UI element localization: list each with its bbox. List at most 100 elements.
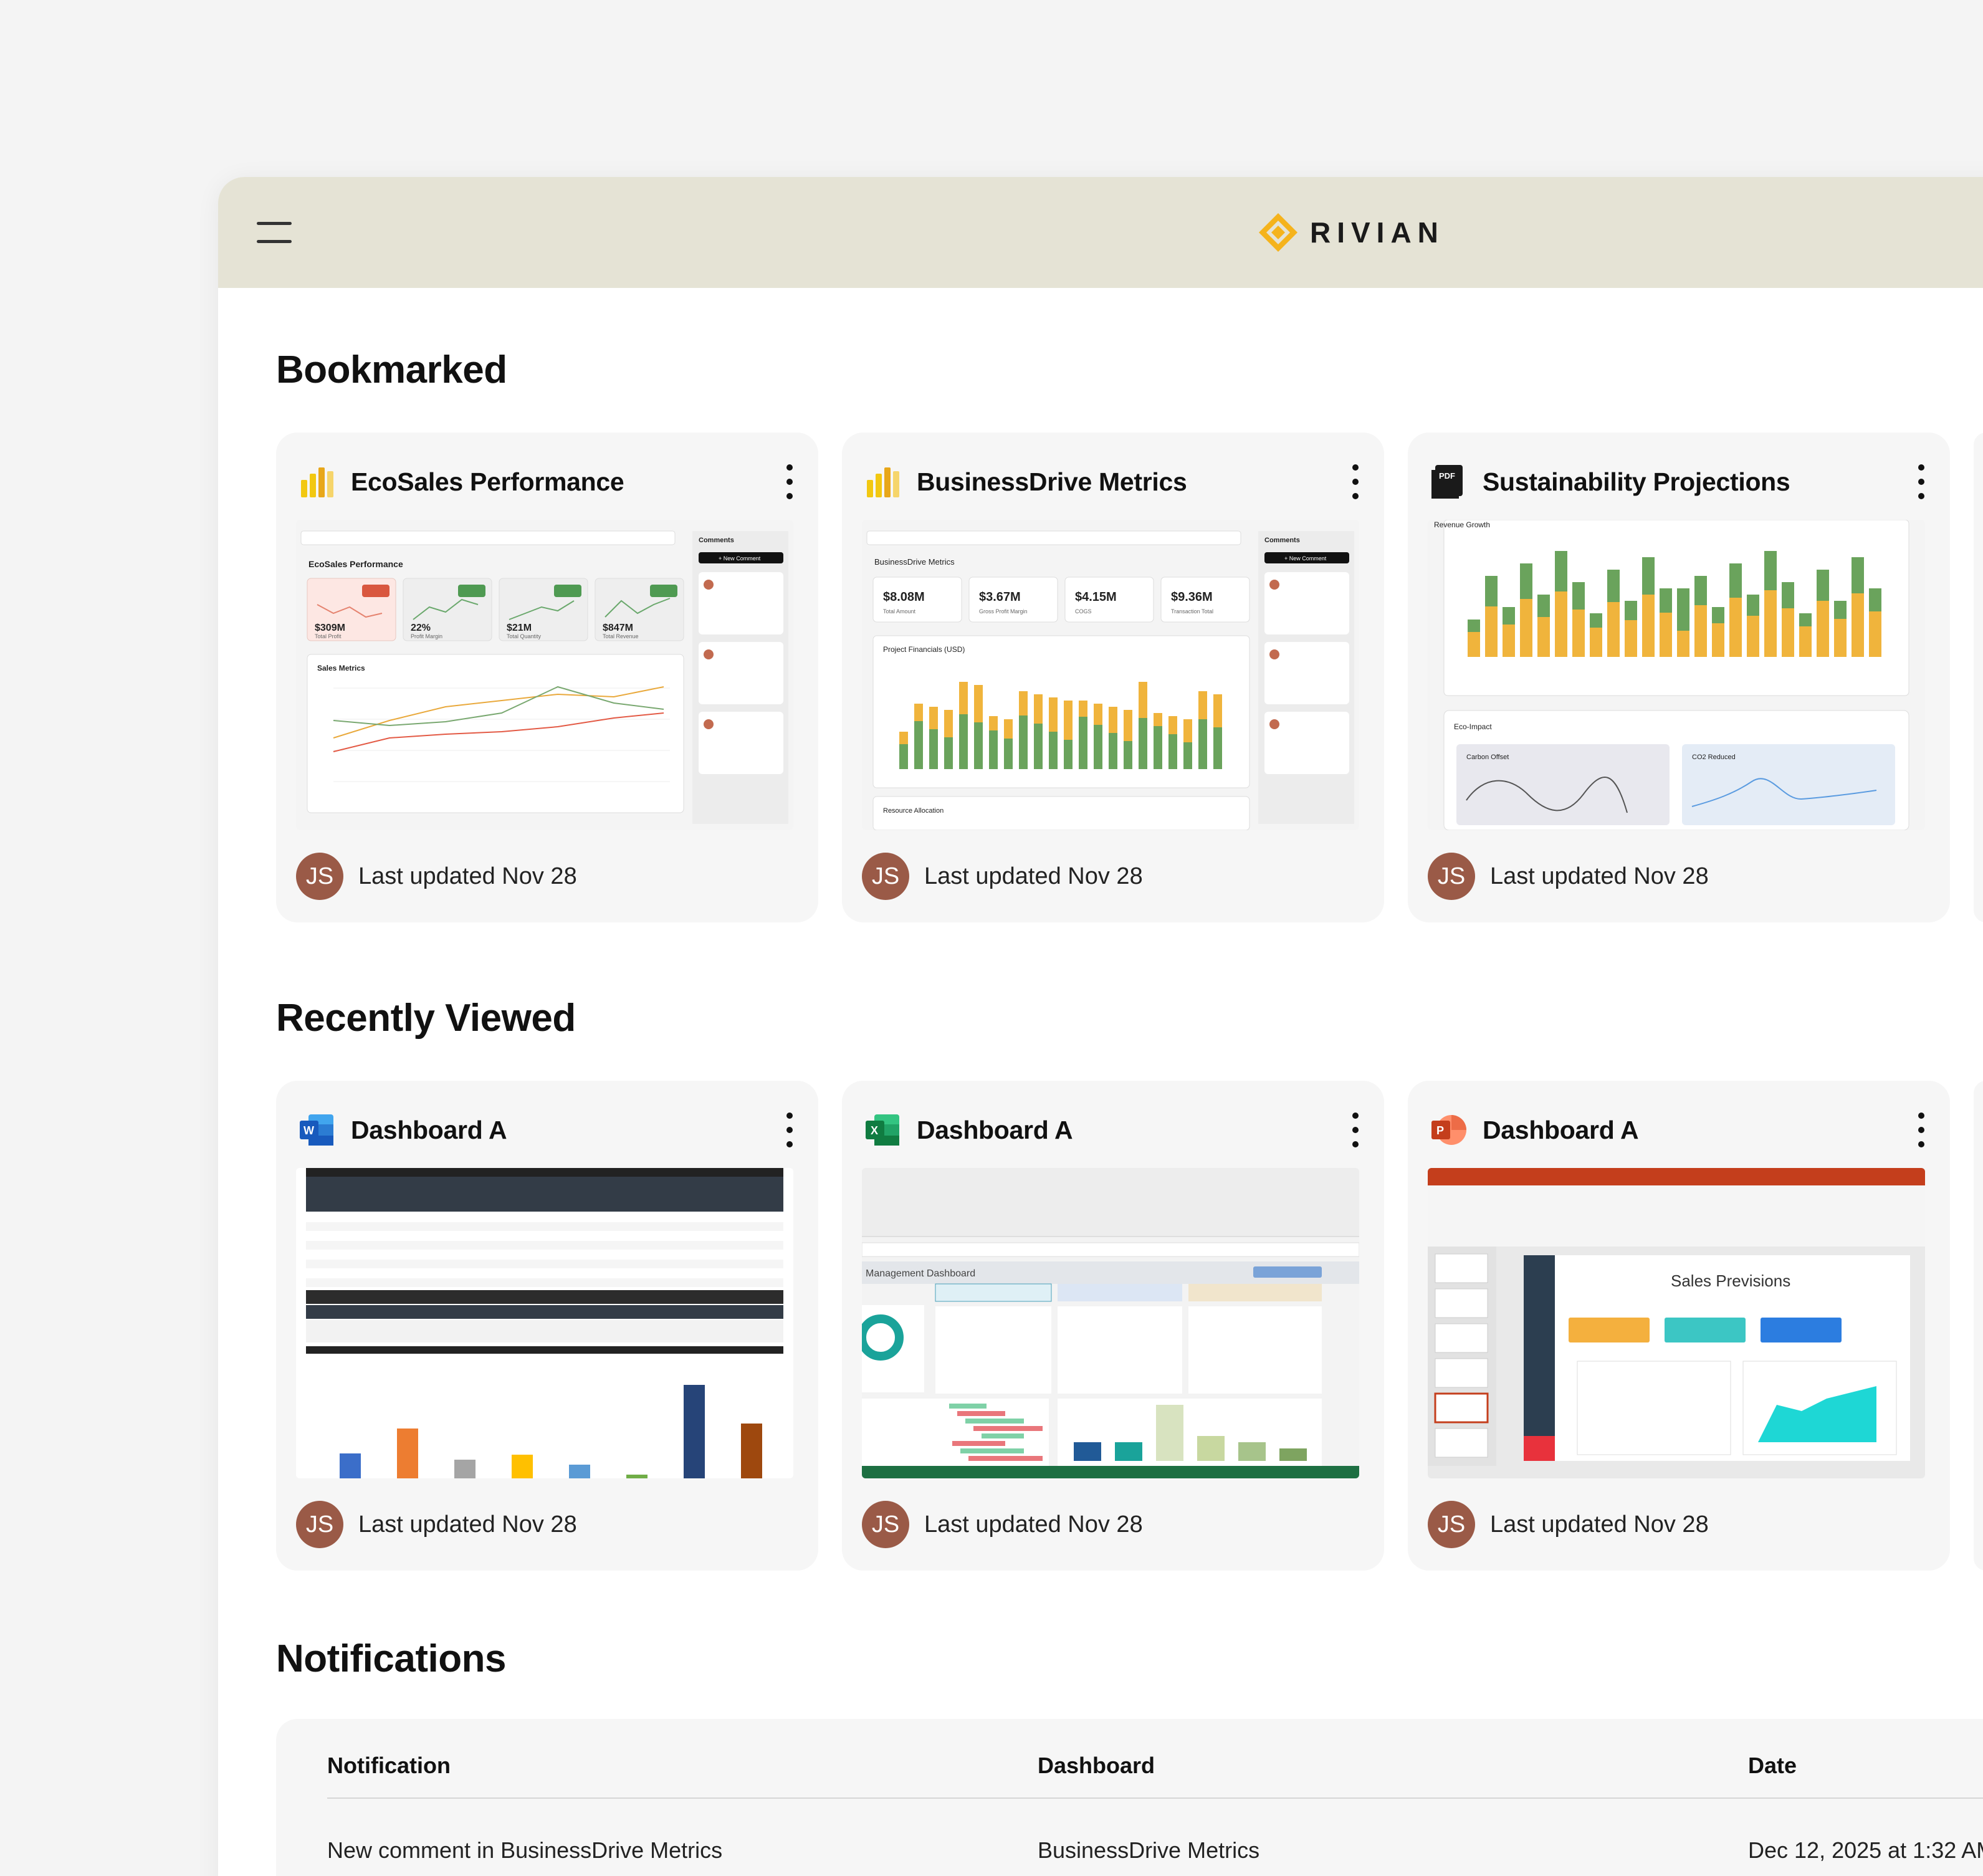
thumb-bar [454, 1460, 475, 1478]
table-divider [327, 1797, 1983, 1799]
dashboard-thumbnail[interactable]: Revenue Growth Eco-Impact Carbon Offset … [1428, 520, 1925, 830]
thumb-bar [1729, 598, 1742, 657]
thumb-bar [1764, 590, 1777, 657]
avatar: JS [862, 853, 909, 900]
thumb-bar [1485, 576, 1498, 606]
thumb-row [306, 1222, 783, 1231]
thumb-bar [1677, 588, 1689, 631]
thumb-bar [1537, 595, 1550, 617]
word-icon: W [300, 1114, 333, 1146]
app-header: RIVIAN [218, 177, 1983, 288]
svg-text:Management Dashboard: Management Dashboard [866, 1268, 975, 1279]
document-thumbnail[interactable] [296, 1168, 793, 1478]
more-options-icon[interactable] [1348, 1113, 1363, 1147]
recently-viewed-row: W Dashboard A [276, 1081, 1983, 1571]
more-options-icon[interactable] [782, 1113, 797, 1147]
presentation-thumbnail[interactable]: Sales Previsions [1428, 1168, 1925, 1478]
column-header-date: Date [1748, 1753, 1797, 1778]
thumb-bar [1468, 620, 1480, 632]
thumb-bar [1183, 742, 1192, 769]
last-updated: Last updated Nov 28 [1490, 863, 1709, 889]
thumb-bar [1555, 591, 1567, 657]
thumb-bar [1049, 732, 1058, 769]
bookmark-card[interactable]: EcoSales Performance EcoSales Performanc… [276, 433, 818, 922]
last-updated: Last updated Nov 28 [924, 863, 1143, 889]
thumb-bar [989, 730, 998, 769]
bookmark-card-partial[interactable] [1974, 433, 1983, 922]
thumb-bar [1712, 623, 1724, 657]
svg-text:22%: 22% [411, 623, 431, 633]
dashboard-thumbnail[interactable]: BusinessDrive Metrics $8.08M $3.67M $4.1… [862, 520, 1359, 830]
card-title: EcoSales Performance [351, 467, 624, 496]
date-cell: Dec 12, 2025 at 1:32 AM [1748, 1837, 1983, 1863]
thumb-bar [1079, 701, 1087, 717]
thumb-row [306, 1269, 783, 1278]
dashboard-cell[interactable]: BusinessDrive Metrics [1038, 1837, 1260, 1863]
power-bi-icon [301, 467, 333, 497]
more-options-icon[interactable] [1914, 1113, 1929, 1147]
thumb-bar [1625, 601, 1637, 620]
recent-card[interactable]: W Dashboard A [276, 1081, 818, 1571]
thumb-bar [959, 714, 968, 769]
thumb-row [306, 1241, 783, 1250]
thumb-bar [1817, 601, 1829, 657]
svg-text:$847M: $847M [603, 623, 633, 633]
thumb-bar [340, 1453, 361, 1478]
svg-text:Sales Previsions: Sales Previsions [1671, 1271, 1790, 1290]
svg-text:Total Profit: Total Profit [315, 633, 342, 639]
thumb-bar [512, 1455, 533, 1478]
svg-text:Gross Profit Margin: Gross Profit Margin [979, 608, 1028, 615]
thumb-bar [944, 737, 953, 769]
card-title: BusinessDrive Metrics [917, 467, 1187, 496]
svg-text:EcoSales Performance: EcoSales Performance [308, 559, 403, 569]
recent-card[interactable]: X Dashboard A Management Dashboard [842, 1081, 1384, 1571]
thumb-bar [1124, 741, 1132, 769]
thumb-bar [1034, 694, 1043, 724]
bookmarked-title: Bookmarked [276, 348, 507, 391]
more-options-icon[interactable] [1348, 464, 1363, 499]
dashboard-thumbnail[interactable]: EcoSales Performance $309M [296, 520, 793, 830]
thumb-row [306, 1250, 783, 1259]
thumb-row [306, 1213, 783, 1222]
thumb-bar [1764, 551, 1777, 590]
svg-text:COGS: COGS [1075, 608, 1092, 615]
hamburger-menu-icon[interactable] [257, 222, 292, 243]
svg-text:P: P [1436, 1124, 1444, 1137]
thumb-bar [1782, 582, 1794, 608]
recent-card[interactable]: P Dashboard A [1408, 1081, 1950, 1571]
thumb-bar [989, 716, 998, 730]
thumb-bar [1503, 607, 1515, 625]
brand-logo[interactable]: RIVIAN [1258, 212, 1445, 253]
thumb-bar [1154, 713, 1162, 726]
thumb-bar [1660, 613, 1672, 657]
thumb-bar [1064, 701, 1073, 740]
spreadsheet-thumbnail[interactable]: Management Dashboard [862, 1168, 1359, 1478]
more-options-icon[interactable] [782, 464, 797, 499]
avatar: JS [296, 853, 343, 900]
svg-text:Total Quantity: Total Quantity [507, 633, 542, 639]
thumb-bar [1004, 739, 1013, 769]
card-title: Dashboard A [1483, 1115, 1639, 1144]
thumb-bar [1485, 606, 1498, 657]
bookmark-card[interactable]: PDF Sustainability Projections Revenue G… [1408, 433, 1950, 922]
thumb-bar [1869, 588, 1881, 611]
svg-text:Eco-Impact: Eco-Impact [1454, 722, 1492, 731]
thumb-bar [1694, 605, 1707, 657]
notification-cell[interactable]: New comment in BusinessDrive Metrics [327, 1837, 723, 1863]
avatar: JS [296, 1501, 343, 1548]
thumb-bar [959, 682, 968, 714]
thumb-bar [1168, 716, 1177, 734]
thumb-bar [1034, 724, 1043, 769]
pdf-icon: PDF [1431, 465, 1463, 499]
recent-card-partial[interactable] [1974, 1081, 1983, 1571]
bookmark-card[interactable]: BusinessDrive Metrics BusinessDrive Metr… [842, 433, 1384, 922]
thumb-bar [1590, 613, 1602, 628]
rivian-compass-icon [1259, 213, 1297, 252]
thumb-bar [1074, 1442, 1101, 1461]
thumb-bar [968, 1456, 1043, 1461]
thumb-bar [1279, 1448, 1307, 1461]
thumb-bar [1109, 707, 1117, 733]
more-options-icon[interactable] [1914, 464, 1929, 499]
thumb-bar [944, 710, 953, 737]
thumb-bar [957, 1411, 1005, 1416]
